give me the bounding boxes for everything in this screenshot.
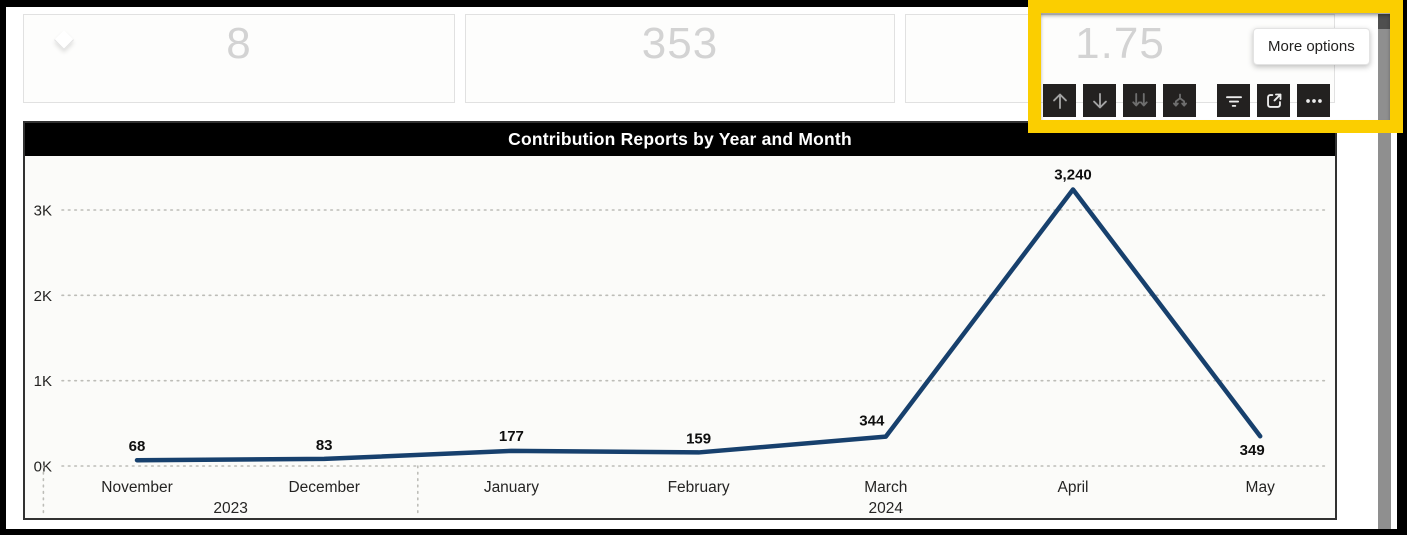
drill-down-icon <box>1092 92 1107 108</box>
focus-mode-button[interactable] <box>1257 84 1290 117</box>
go-to-next-level-icon <box>1131 92 1148 106</box>
filters-icon <box>1225 95 1242 107</box>
x-axis-label: November <box>101 479 173 496</box>
kpi-value-3: 1.75 <box>1075 19 1165 68</box>
visual-header-toolbar <box>1043 84 1337 117</box>
more-options-button[interactable] <box>1297 84 1330 117</box>
more-options-icon <box>1305 98 1322 103</box>
drill-up-icon <box>1052 93 1067 109</box>
x-axis-label: December <box>288 479 360 496</box>
scrollbar-top-cap <box>1378 14 1391 29</box>
kpi-value-2: 353 <box>641 19 719 68</box>
x-axis-label: May <box>1246 479 1276 496</box>
x-axis-label: February <box>668 479 730 496</box>
go-to-next-level-button[interactable] <box>1123 84 1156 117</box>
data-label: 159 <box>686 430 711 447</box>
kpi-card-1: 8 <box>23 14 455 103</box>
data-label: 344 <box>859 413 885 430</box>
x-axis-label: January <box>484 479 539 496</box>
more-options-tooltip: More options <box>1253 28 1370 65</box>
chart-title: Contribution Reports by Year and Month <box>508 129 852 149</box>
kpi-value-1: 8 <box>226 19 252 68</box>
expand-all-icon <box>1172 93 1187 107</box>
drill-down-button[interactable] <box>1083 84 1116 117</box>
data-label: 3,240 <box>1054 167 1092 184</box>
year-label: 2024 <box>869 500 904 517</box>
filters-button[interactable] <box>1217 84 1250 117</box>
data-label: 68 <box>129 438 146 455</box>
trend-line <box>134 187 1263 463</box>
expand-all-button[interactable] <box>1163 84 1196 117</box>
chart-title-bar: Contribution Reports by Year and Month <box>25 123 1335 156</box>
focus-mode-icon <box>1266 93 1281 108</box>
x-axis-label: April <box>1057 479 1088 496</box>
data-label: 349 <box>1240 442 1265 459</box>
contribution-report-visual: Contribution Reports by Year and Month 0… <box>23 121 1337 520</box>
y-tick-label: 2K <box>34 288 52 305</box>
y-tick-label: 1K <box>34 373 52 390</box>
kpi-card-2: 353 <box>465 14 895 103</box>
drill-up-button[interactable] <box>1043 84 1076 117</box>
data-label: 83 <box>316 437 333 454</box>
vertical-scrollbar[interactable] <box>1378 14 1391 529</box>
data-label: 177 <box>499 428 524 445</box>
y-tick-label: 3K <box>34 203 52 220</box>
year-label: 2023 <box>213 500 247 517</box>
x-axis-label: March <box>864 479 907 496</box>
